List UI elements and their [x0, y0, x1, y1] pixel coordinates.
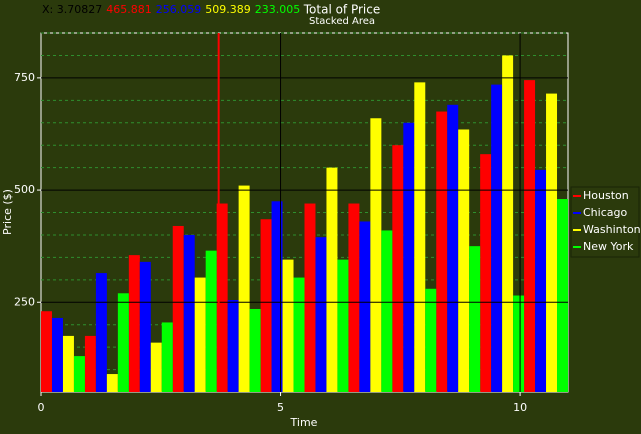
bar	[403, 122, 415, 392]
x-axis-label: Time	[290, 416, 318, 429]
bar	[359, 221, 371, 392]
bar	[480, 154, 492, 392]
bar	[41, 311, 52, 392]
bar	[436, 111, 448, 392]
bar	[150, 342, 162, 392]
bar	[535, 169, 547, 392]
y-tick-label: 500	[14, 183, 35, 196]
x-tick-label: 0	[38, 401, 45, 414]
bar	[95, 273, 107, 392]
y-tick-label: 250	[14, 295, 35, 308]
legend-label: Houston	[583, 189, 629, 202]
bar	[139, 261, 151, 392]
x-tick-label: 5	[277, 401, 284, 414]
bar	[304, 203, 316, 392]
bar	[161, 322, 173, 392]
cursor-readout: 465.881	[106, 3, 152, 16]
bar	[491, 84, 503, 392]
bar	[458, 129, 470, 392]
bar	[546, 93, 558, 393]
bar	[117, 293, 129, 392]
bar	[227, 300, 239, 392]
chart-title: Total of Price	[303, 3, 381, 17]
bar	[128, 255, 140, 392]
legend-label: Chicago	[583, 206, 627, 219]
legend-label: Washinton	[583, 223, 641, 236]
bar	[370, 118, 382, 392]
bar	[326, 167, 338, 392]
bar	[73, 356, 85, 392]
bar	[271, 201, 283, 392]
bar	[84, 335, 96, 392]
bar	[260, 219, 272, 392]
bar	[502, 55, 514, 392]
cursor-readout: 256.059	[156, 3, 202, 16]
bar	[425, 288, 437, 392]
bar	[524, 80, 536, 393]
legend-box	[570, 186, 640, 258]
bar	[194, 277, 206, 392]
bar	[238, 185, 250, 392]
bar	[282, 259, 294, 392]
cursor-readout: 233.005	[255, 3, 301, 16]
bar	[293, 277, 305, 392]
bar	[315, 237, 327, 392]
bar	[249, 308, 261, 392]
bar	[557, 199, 568, 392]
bar	[172, 225, 184, 392]
cursor-x-readout: X: 3.70827	[42, 3, 102, 16]
bar	[51, 317, 63, 392]
bar	[513, 295, 525, 392]
bar	[106, 374, 118, 392]
cursor-readout: 509.389	[205, 3, 251, 16]
x-tick-label: 10	[513, 401, 527, 414]
chart-subtitle: Stacked Area	[309, 16, 375, 27]
bar	[205, 250, 217, 392]
bar	[216, 203, 228, 392]
bar	[414, 82, 426, 393]
y-axis-label: Price ($)	[1, 189, 14, 235]
y-tick-label: 750	[14, 71, 35, 84]
bar	[337, 259, 349, 392]
bar	[392, 145, 404, 392]
bar	[348, 203, 360, 392]
bar	[469, 246, 481, 392]
bar	[183, 234, 195, 392]
bar	[62, 335, 74, 392]
bar	[381, 230, 393, 392]
bar	[447, 104, 459, 393]
legend-label: New York	[583, 240, 634, 253]
